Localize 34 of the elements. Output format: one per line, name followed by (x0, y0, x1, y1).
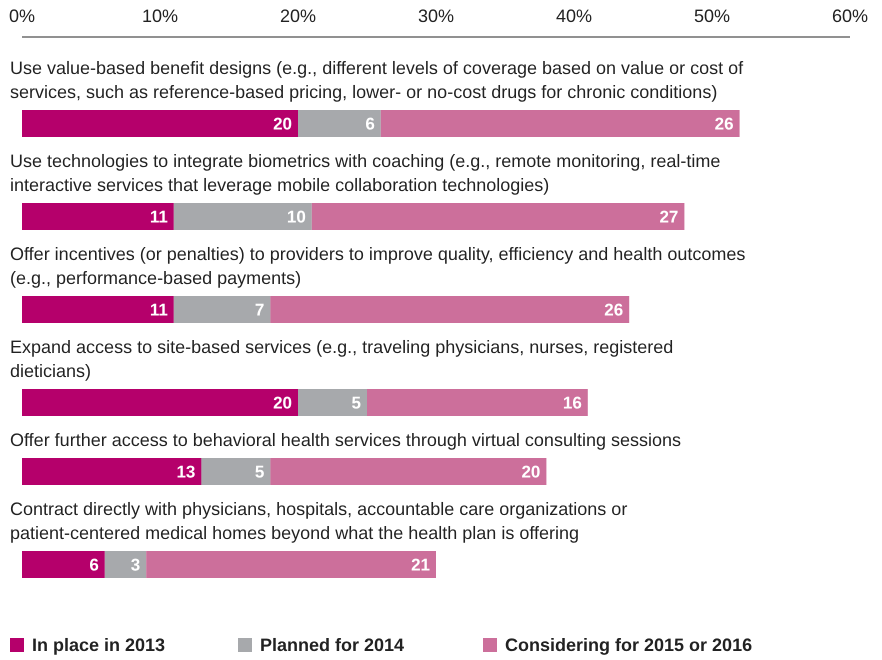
x-tick-label: 50% (694, 6, 730, 26)
y-tick-label: Expand access to site-based services (e.g., traveling physicians, nurses, registered dieticians) (10, 337, 674, 381)
data-label: 20 (521, 462, 540, 482)
data-label: 11 (150, 208, 168, 226)
legend-label: Planned for 2014 (260, 635, 404, 655)
x-tick-label: 0% (8, 6, 36, 26)
data-label: 20 (273, 114, 292, 134)
data-label: 5 (254, 462, 264, 482)
data-label: 6 (89, 556, 99, 574)
data-label: 20 (273, 394, 292, 412)
x-tick-label: 40% (556, 6, 592, 26)
legend-label: In place in 2013 (32, 635, 166, 655)
data-label: 16 (562, 394, 582, 412)
y-tick-label: Contract directly with physicians, hospitals, accountable care organizations or patient-centered medical homes beyond what the health plan is offering (10, 499, 628, 543)
y-tick-label: Offer further access to behavioral health services through virtual consulting sessions (10, 430, 682, 450)
data-label: 27 (659, 208, 678, 226)
x-tick-label: 30% (418, 6, 454, 26)
data-label: 26 (604, 300, 624, 320)
data-label: 13 (176, 462, 196, 482)
x-tick-label: 10% (142, 6, 178, 26)
x-tick-label: 20% (280, 6, 316, 26)
data-label: 3 (130, 556, 140, 574)
data-label: 21 (411, 556, 430, 574)
y-tick-label: Offer incentives (or penalties) to providers to improve quality, efficiency and health outcomes (e.g., performance-based payments) (10, 244, 746, 288)
legend-label: Considering for 2015 or 2016 (505, 635, 752, 655)
data-label: 7 (254, 300, 264, 320)
y-tick-label: Use technologies to integrate biometrics with coaching (e.g., remote monitoring, real-time interactive services that leverage mobile collaboration technologies) (10, 151, 720, 195)
data-label: 5 (352, 394, 361, 412)
y-tick-label: Use value-based benefit designs (e.g., different levels of coverage based on value or cost of services, such as reference-based pricing, lower- or no-cost drugs for chronic conditions) (10, 58, 744, 102)
data-label: 11 (150, 300, 168, 320)
x-tick-label: 60% (832, 6, 868, 26)
data-label: 26 (714, 114, 734, 134)
data-label: 6 (365, 114, 375, 134)
data-label: 10 (286, 208, 306, 226)
